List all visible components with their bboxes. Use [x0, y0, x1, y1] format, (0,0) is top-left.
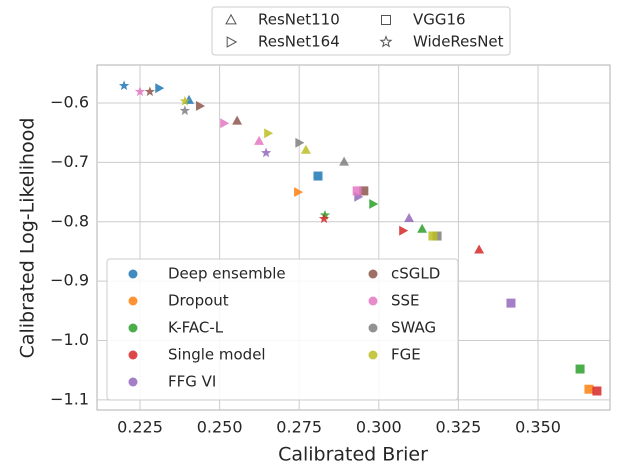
y-tick-label: −1.1 [50, 389, 89, 408]
marker-legend [211, 6, 511, 56]
data-point [584, 384, 594, 394]
data-point [319, 209, 331, 220]
legend-marker [379, 35, 393, 48]
y-tick-label: −0.9 [50, 271, 89, 290]
data-point [506, 298, 516, 308]
data-point [369, 199, 379, 209]
x-tick-label: 0.300 [356, 418, 402, 437]
data-point [134, 86, 146, 97]
data-point [179, 95, 191, 106]
x-tick-label: 0.250 [197, 418, 243, 437]
legend-label: FGE [391, 346, 421, 364]
data-point [428, 231, 438, 241]
legend-marker [128, 350, 138, 360]
data-point [352, 186, 362, 196]
legend-marker [381, 15, 391, 25]
data-point [220, 118, 230, 129]
x-tick-label: 0.325 [436, 418, 482, 437]
data-point [474, 244, 485, 254]
data-point [417, 223, 428, 233]
data-point [300, 144, 311, 154]
data-point [318, 213, 330, 224]
y-tick-label: −0.7 [50, 152, 89, 171]
data-point [575, 364, 585, 374]
legend-marker [368, 323, 378, 333]
data-point [118, 80, 130, 91]
y-axis-label: Calibrated Log-Likelihood [17, 118, 39, 359]
legend-marker [128, 323, 138, 333]
legend-label: ResNet110 [258, 11, 340, 29]
data-point [196, 101, 206, 111]
x-tick-label: 0.275 [276, 418, 322, 437]
data-point [260, 147, 272, 158]
legend-marker [368, 269, 378, 279]
data-point [592, 386, 602, 396]
data-point [254, 135, 265, 145]
legend-label: Single model [168, 346, 266, 364]
legend-marker [226, 36, 238, 48]
legend-label: Deep ensemble [168, 265, 286, 283]
data-point [359, 186, 369, 196]
data-point [404, 213, 415, 223]
x-axis-label: Calibrated Brier [278, 444, 428, 466]
data-point [313, 171, 323, 181]
legend-label: SWAG [391, 319, 436, 337]
data-point [144, 86, 155, 97]
legend-label: FFG VI [168, 373, 216, 391]
legend-label: ResNet164 [258, 33, 340, 51]
legend-marker [128, 377, 138, 387]
legend-marker [368, 350, 378, 360]
data-point [155, 83, 165, 94]
y-tick-label: −0.6 [50, 93, 89, 112]
y-tick-label: −1.0 [50, 330, 89, 349]
data-point [294, 187, 304, 198]
legend-label: K-FAC-L [168, 319, 224, 337]
legend-marker [128, 269, 138, 279]
data-point [295, 137, 305, 148]
method-legend [106, 258, 459, 401]
legend-label: cSGLD [391, 265, 440, 283]
data-point [399, 225, 409, 236]
legend-label: Dropout [168, 292, 229, 310]
data-point [232, 115, 243, 125]
x-tick-label: 0.350 [515, 418, 561, 437]
data-point [339, 156, 350, 166]
legend-marker [368, 296, 378, 306]
data-point [264, 128, 274, 139]
legend-marker [225, 13, 237, 25]
y-tick-label: −0.8 [50, 211, 89, 230]
x-tick-label: 0.225 [117, 418, 163, 437]
legend-label: SSE [391, 292, 420, 310]
data-point [179, 105, 191, 116]
legend-marker [128, 296, 138, 306]
legend-label: WideResNet [413, 33, 504, 51]
legend-label: VGG16 [413, 11, 466, 29]
